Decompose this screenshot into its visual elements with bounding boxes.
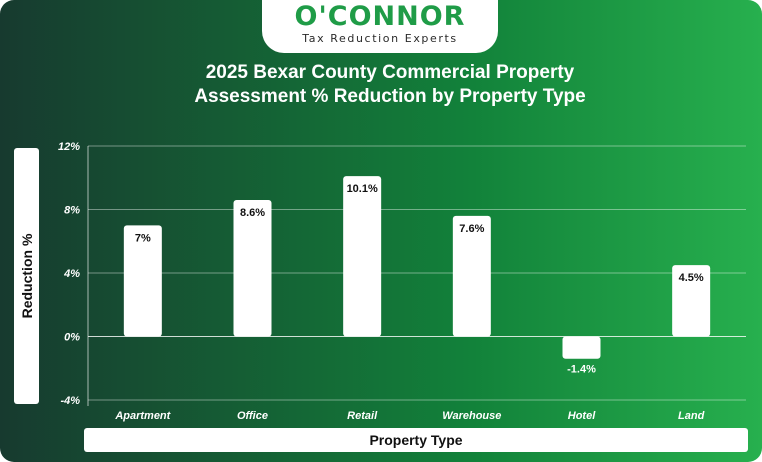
bar-warehouse	[452, 215, 491, 337]
bar-hotel	[562, 336, 601, 359]
bar-retail	[343, 176, 382, 337]
x-tick-label: Apartment	[114, 410, 171, 422]
logo-badge: O'CONNOR Tax Reduction Experts	[262, 0, 498, 53]
logo-wordmark: O'CONNOR	[294, 1, 466, 32]
chart-title-line-1: 2025 Bexar County Commercial Property	[205, 62, 575, 83]
y-tick-label: 0%	[64, 332, 80, 344]
x-tick-label: Land	[678, 410, 705, 422]
data-label: 7.6%	[459, 223, 484, 235]
x-tick-label: Retail	[347, 410, 378, 422]
bar-apartment	[123, 225, 162, 337]
y-tick-label: 8%	[64, 205, 80, 217]
y-tick-label: 12%	[58, 141, 80, 153]
x-tick-label: Warehouse	[442, 410, 501, 422]
bar-office	[233, 199, 272, 337]
bar-land	[672, 265, 711, 337]
x-tick-label: Office	[237, 410, 268, 422]
y-axis-label-box: Reduction %	[14, 148, 39, 404]
y-tick-label: -4%	[60, 395, 80, 407]
x-tick-label: Hotel	[568, 410, 596, 422]
data-label: 7%	[135, 232, 151, 244]
x-axis-label-box: Property Type	[84, 428, 748, 452]
logo-tagline: Tax Reduction Experts	[302, 32, 458, 45]
data-label: 4.5%	[679, 272, 704, 284]
chart-title: 2025 Bexar County Commercial Property As…	[110, 61, 670, 109]
data-label: 10.1%	[347, 183, 378, 195]
data-label: 8.6%	[240, 207, 265, 219]
y-tick-label: 4%	[63, 268, 80, 280]
data-label: -1.4%	[567, 364, 596, 376]
chart-title-line-2: Assessment % Reduction by Property Type	[194, 86, 586, 107]
